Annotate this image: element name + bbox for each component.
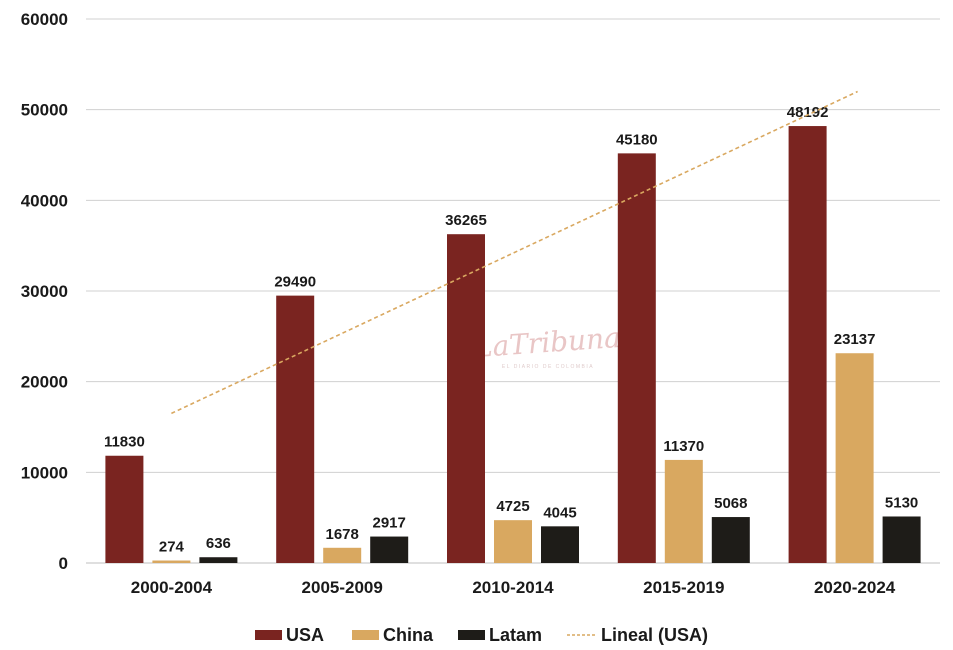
legend-latam-label: Latam bbox=[489, 625, 542, 645]
y-tick-label-60000: 60000 bbox=[21, 10, 68, 29]
legend-latam: Latam bbox=[458, 625, 542, 645]
data-label-china-2000-2004: 274 bbox=[159, 539, 185, 556]
legend-usa-label: USA bbox=[286, 625, 324, 645]
x-tick-label-2015-2019: 2015-2019 bbox=[643, 578, 724, 597]
data-label-usa-2015-2019: 45180 bbox=[616, 131, 658, 148]
bar-latam-2020-2024 bbox=[882, 516, 921, 563]
data-label-usa-2020-2024: 48192 bbox=[787, 104, 829, 121]
data-label-china-2010-2014: 4725 bbox=[496, 498, 529, 515]
bar-china-2005-2009 bbox=[323, 547, 362, 563]
legend-china: China bbox=[352, 625, 434, 645]
legend-latam-swatch bbox=[458, 630, 485, 640]
x-tick-label-2010-2014: 2010-2014 bbox=[472, 578, 554, 597]
y-tick-label-20000: 20000 bbox=[21, 373, 68, 392]
bar-china-2015-2019 bbox=[664, 459, 703, 563]
y-tick-label-10000: 10000 bbox=[21, 463, 68, 482]
legend: USA China Latam Lineal (USA) bbox=[255, 625, 708, 645]
data-label-latam-2005-2009: 2917 bbox=[373, 515, 406, 532]
watermark-subtitle: EL DIARIO DE COLOMBIA bbox=[502, 364, 594, 370]
legend-china-swatch bbox=[352, 630, 379, 640]
x-axis: 2000-2004 2005-2009 2010-2014 2015-2019 2020… bbox=[131, 578, 896, 597]
data-label-china-2015-2019: 11370 bbox=[663, 438, 704, 455]
data-label-latam-2000-2004: 636 bbox=[206, 535, 231, 552]
data-labels: 11830 274 636 29490 1678 2917 36265 4725 4045 451… bbox=[104, 104, 918, 555]
bar-china-2000-2004 bbox=[152, 560, 191, 563]
y-tick-label-50000: 50000 bbox=[21, 101, 68, 120]
bar-usa-2005-2009 bbox=[276, 295, 315, 563]
x-tick-label-2000-2004: 2000-2004 bbox=[131, 578, 213, 597]
bar-latam-2005-2009 bbox=[370, 536, 409, 563]
y-tick-label-0: 0 bbox=[59, 554, 68, 573]
legend-usa-swatch bbox=[255, 630, 282, 640]
legend-china-label: China bbox=[383, 625, 434, 645]
data-label-china-2020-2024: 23137 bbox=[834, 331, 876, 348]
bar-usa-2000-2004 bbox=[105, 455, 144, 563]
trendline-usa bbox=[171, 90, 858, 415]
data-label-latam-2020-2024: 5130 bbox=[885, 494, 918, 511]
data-label-latam-2010-2014: 4045 bbox=[543, 504, 576, 521]
x-tick-label-2020-2024: 2020-2024 bbox=[814, 578, 896, 597]
bar-usa-2020-2024 bbox=[788, 126, 827, 563]
bar-latam-2015-2019 bbox=[711, 517, 750, 563]
bar-usa-2015-2019 bbox=[617, 153, 656, 564]
watermark-logo: LaTribuna EL DIARIO DE COLOMBIA bbox=[472, 321, 622, 370]
watermark-text: LaTribuna bbox=[472, 321, 622, 364]
legend-trendline: Lineal (USA) bbox=[567, 625, 708, 645]
data-label-china-2005-2009: 1678 bbox=[326, 526, 359, 543]
y-tick-label-40000: 40000 bbox=[21, 191, 68, 210]
bar-latam-2000-2004 bbox=[199, 557, 238, 563]
data-label-usa-2010-2014: 36265 bbox=[445, 212, 487, 229]
legend-usa: USA bbox=[255, 625, 324, 645]
data-label-usa-2005-2009: 29490 bbox=[274, 274, 316, 291]
x-tick-label-2005-2009: 2005-2009 bbox=[302, 578, 383, 597]
legend-trendline-label: Lineal (USA) bbox=[601, 625, 708, 645]
y-tick-label-30000: 30000 bbox=[21, 282, 68, 301]
bar-china-2020-2024 bbox=[835, 353, 874, 563]
y-axis: 0 10000 20000 30000 40000 50000 60000 bbox=[21, 10, 68, 573]
bar-usa-2010-2014 bbox=[447, 234, 485, 563]
bars bbox=[105, 126, 921, 564]
bar-latam-2010-2014 bbox=[541, 526, 579, 563]
data-label-latam-2015-2019: 5068 bbox=[714, 495, 747, 512]
bar-china-2010-2014 bbox=[494, 520, 532, 563]
trendline bbox=[171, 90, 858, 415]
data-label-usa-2000-2004: 11830 bbox=[104, 434, 145, 451]
